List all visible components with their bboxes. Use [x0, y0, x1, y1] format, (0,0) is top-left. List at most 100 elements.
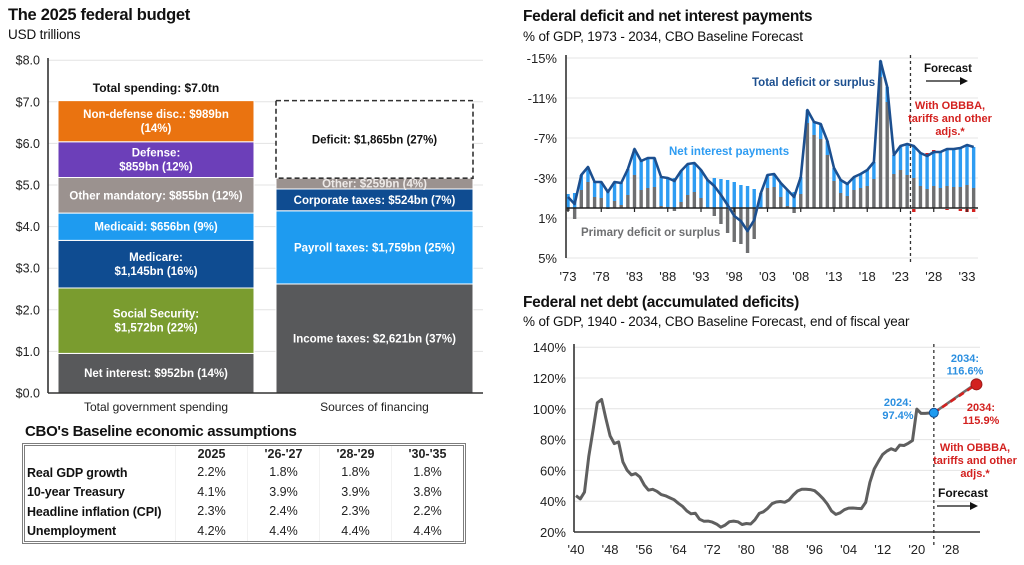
net-interest-bar: [832, 168, 836, 181]
primary-deficit-bar: [872, 179, 876, 208]
net-interest-bar: [965, 145, 969, 185]
primary-deficit-bar: [672, 208, 677, 211]
net-interest-bar: [938, 152, 943, 188]
primary-deficit-bar: [692, 192, 697, 208]
table-cell: 3.8%: [391, 482, 463, 502]
budget-chart-subtitle: USD trillions: [8, 27, 81, 42]
net-interest-bar: [672, 178, 677, 208]
economic-assumptions-table: 2025 '26-'27 '28-'29 '30-'35 Real GDP gr…: [22, 443, 466, 544]
primary-deficit-bar: [599, 198, 603, 208]
table-cell: 4.2%: [175, 521, 247, 541]
y-tick-label: 1%: [538, 211, 557, 226]
obbba-2034-label: 2034:: [967, 402, 995, 414]
net-interest-bar: [872, 162, 876, 179]
y-tick-label: 120%: [533, 371, 567, 386]
y-tick-label: 80%: [540, 433, 566, 448]
x-tick-label: '72: [704, 542, 721, 557]
x-tick-label: '23: [892, 269, 909, 284]
net-interest-bar: [745, 186, 750, 208]
segment-label-non-defense-disc: (14%): [141, 123, 172, 135]
forecast-arrow-icon: [970, 502, 978, 510]
x-tick-label: '83: [626, 269, 643, 284]
net-interest-bar: [659, 177, 663, 206]
net-interest-bar: [739, 185, 743, 208]
table-row: 10-year Treasury 4.1% 3.9% 3.9% 3.8%: [25, 482, 463, 502]
segment-label-non-defense-disc: Non-defense disc.: $989bn: [83, 109, 229, 121]
deficit-bar-line-chart: -15% -11% -7% -3% 1% 5%'73 '78 '83 '88 '93 '98 '03 '…: [527, 51, 993, 284]
primary-deficit-bar: [785, 206, 790, 208]
primary-deficit-bar: [912, 178, 916, 208]
net-interest-bar: [632, 149, 637, 175]
primary-deficit-bar: [586, 182, 590, 208]
start-2024-label: 97.4%: [882, 410, 913, 422]
segment-label-other-mandatory: Other mandatory: $855bn (12%): [69, 190, 242, 202]
obbba-note: With OBBBA,: [915, 100, 985, 112]
bar-segment-non-defense-disc: [57, 100, 255, 143]
primary-deficit-bar: [792, 208, 796, 213]
net-interest-bar: [971, 147, 976, 188]
net-interest-bar: [858, 174, 863, 188]
x-tick-label: '96: [806, 542, 823, 557]
x-tick-label: '13: [826, 269, 843, 284]
obbba-adjustment-bar: [912, 209, 916, 212]
primary-deficit-bar: [765, 188, 770, 208]
row-label: Headline inflation (CPI): [27, 504, 162, 519]
x-tick-label: '78: [593, 269, 610, 284]
primary-deficit-bar: [958, 187, 963, 208]
primary-deficit-bar: [572, 208, 577, 219]
primary-deficit-bar: [779, 197, 783, 208]
net-interest-bar: [639, 161, 643, 190]
primary-deficit-bar: [892, 174, 896, 208]
debt-chart-subtitle: % of GDP, 1940 - 2034, CBO Baseline Fore…: [523, 314, 910, 329]
segment-label-medicare: Medicare:: [129, 252, 183, 264]
net-interest-bar: [679, 171, 683, 202]
net-interest-bar: [838, 180, 843, 193]
y-tick-label: $3.0: [16, 262, 40, 276]
x-tick-label: '18: [859, 269, 876, 284]
net-interest-bar: [606, 191, 610, 208]
primary-deficit-bar: [579, 190, 583, 208]
table-cell: 4.4%: [247, 521, 319, 541]
primary-deficit-bar: [699, 198, 703, 208]
net-interest-bar: [759, 193, 763, 208]
x-tick-label: '33: [959, 269, 976, 284]
primary-deficit-bar: [799, 194, 803, 208]
deficit-chart-subtitle: % of GDP, 1973 - 2034, CBO Baseline Fore…: [523, 29, 803, 44]
table-cell: 3.9%: [247, 482, 319, 502]
y-tick-label: -11%: [528, 91, 558, 106]
y-tick-label: 20%: [540, 525, 566, 540]
net-interest-bar: [579, 175, 583, 190]
segment-label-defense: Defense:: [132, 148, 181, 160]
primary-deficit-bar: [592, 197, 597, 208]
net-interest-bar: [772, 174, 776, 187]
primary-deficit-bar: [905, 175, 909, 208]
primary-deficit-bar: [898, 170, 903, 208]
x-tick-label: '28: [925, 269, 942, 284]
primary-deficit-bar: [679, 202, 683, 208]
primary-deficit-bar: [852, 190, 856, 208]
primary-deficit-bar: [932, 186, 936, 208]
primary-deficit-bar: [865, 186, 869, 208]
deficit-chart-title: Federal deficit and net interest payment…: [523, 8, 813, 25]
category-label: Total government spending: [84, 400, 228, 414]
forecast-arrow-icon: [960, 77, 968, 85]
primary-deficit-bar: [639, 190, 643, 208]
baseline-2034-label: 2034:: [951, 353, 979, 365]
primary-deficit-bar: [878, 77, 883, 208]
table-cell: 2.3%: [319, 502, 391, 522]
y-tick-label: $7.0: [16, 95, 40, 109]
primary-deficit-bar: [626, 195, 630, 208]
segment-label-social-security: Social Security:: [113, 309, 199, 321]
net-interest-bar: [652, 158, 657, 187]
total-deficit-line: [567, 59, 975, 233]
y-tick-label: $0.0: [16, 387, 40, 401]
segment-label-medicare: $1,145bn (16%): [114, 266, 197, 278]
primary-deficit-bar: [652, 187, 657, 208]
x-tick-label: '64: [670, 542, 687, 557]
segment-label-medicaid: Medicaid: $656bn (9%): [94, 222, 218, 234]
primary-deficit-bar: [858, 188, 863, 208]
y-tick-label: -7%: [534, 131, 558, 146]
table-cell: 4.4%: [319, 521, 391, 541]
segment-label-defense: $859bn (12%): [119, 162, 193, 174]
x-tick-label: '04: [840, 542, 857, 557]
